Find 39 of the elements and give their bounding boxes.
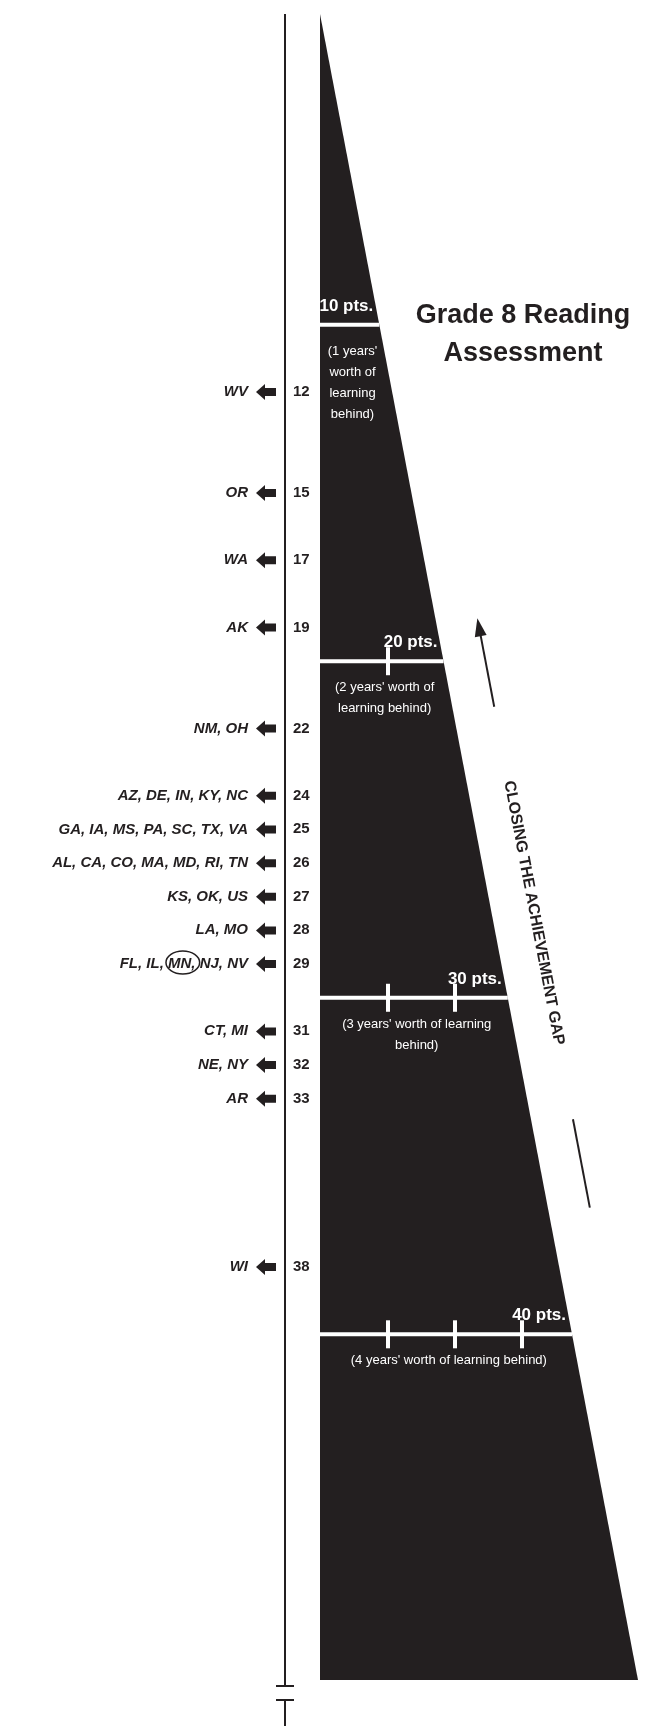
text: (2 years' worth of learning behind) — [334, 679, 435, 716]
data-label: 26 — [293, 853, 310, 871]
data-label: 12 — [293, 381, 310, 399]
data-label: 22 — [293, 718, 310, 736]
data-label: 38 — [293, 1256, 310, 1274]
category-label: KS, OK, US — [167, 886, 248, 904]
category-label: LA, MO — [195, 920, 249, 938]
data-label: 27 — [293, 886, 310, 904]
data-label: 19 — [293, 617, 310, 635]
text: 20 pts. — [383, 632, 438, 652]
category-label: AL, CA, CO, MA, MD, RI, TN — [51, 853, 250, 871]
category-label: AK — [225, 617, 250, 635]
data-label: 33 — [293, 1088, 310, 1106]
data-label: 29 — [293, 954, 310, 972]
category-label: OR — [225, 482, 249, 500]
data-label: 32 — [293, 1055, 310, 1073]
text: 10 pts. — [319, 295, 374, 315]
category-label: WA — [223, 550, 248, 568]
category-label: NE, NY — [197, 1055, 250, 1073]
category-label: WI — [229, 1256, 249, 1274]
text: Grade 8 Reading Assessment — [415, 298, 631, 367]
data-label: 28 — [293, 920, 310, 938]
category-label: NM, OH — [193, 718, 250, 736]
category-label: WV — [223, 381, 250, 399]
category-label: FL, IL, MN, NJ, NV — [119, 954, 250, 972]
data-label: 15 — [293, 482, 310, 500]
text: (4 years' worth of learning behind) — [350, 1352, 547, 1368]
text: (3 years' worth of learning behind) — [342, 1015, 492, 1052]
category-label: GA, IA, MS, PA, SC, TX, VA — [58, 819, 248, 837]
text: 30 pts. — [447, 968, 502, 988]
data-label: 17 — [293, 550, 310, 568]
data-label: 24 — [293, 785, 311, 803]
category-label: AR — [225, 1088, 249, 1106]
text: (1 years' worth of learning behind) — [327, 342, 378, 421]
data-label: 31 — [293, 1021, 310, 1039]
category-label: AZ, DE, IN, KY, NC — [116, 785, 250, 803]
data-label: 25 — [293, 819, 310, 837]
category-label: CT, MI — [204, 1021, 249, 1039]
text: 40 pts. — [512, 1305, 567, 1325]
